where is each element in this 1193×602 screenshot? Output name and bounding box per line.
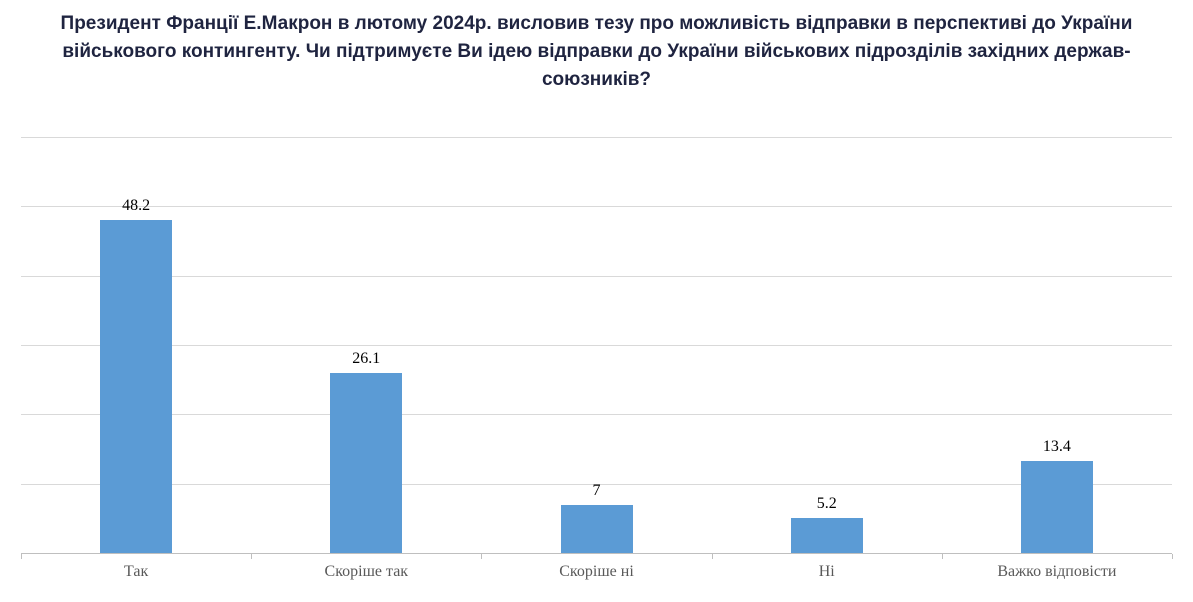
category-label: Ні <box>818 563 835 580</box>
gridline <box>21 345 1172 346</box>
bar <box>100 219 173 554</box>
plot-area: 48.2 26.1 7 5.2 13.4 <box>21 137 1173 559</box>
gridline <box>21 414 1172 416</box>
gridline <box>21 483 1172 485</box>
category-label: Важко відповісти <box>997 563 1117 580</box>
x-axis-tick <box>251 554 253 559</box>
category-label: Скоріше ні <box>559 563 634 580</box>
bar-column: 48.2 <box>21 138 251 554</box>
bar-column: 26.1 <box>251 138 481 554</box>
category-label: Так <box>123 563 149 580</box>
bar <box>790 517 863 554</box>
bar-value-label: 13.4 <box>1042 438 1071 456</box>
category-label: Скоріше так <box>324 563 409 580</box>
bar <box>330 373 403 554</box>
bar-value-label: 26.1 <box>352 350 381 368</box>
bars-container: 48.2 26.1 7 5.2 13.4 <box>21 138 1172 554</box>
bar-value-label: 5.2 <box>816 494 837 512</box>
x-axis-tick <box>481 554 483 559</box>
gridline <box>21 206 1172 208</box>
chart-title: Президент Франції Е.Макрон в лютому 2024… <box>60 13 1133 90</box>
bar-value-label: 7 <box>592 482 601 500</box>
bar-value-label: 48.2 <box>122 196 151 214</box>
x-axis-tick <box>711 554 713 559</box>
bar-column: 13.4 <box>942 138 1172 554</box>
category-labels-row: Так Скоріше так Скоріше ні Ні Важко відповіс… <box>21 554 1172 581</box>
bar-column: 7 <box>481 138 711 554</box>
bar-column: 5.2 <box>712 138 942 554</box>
gridline <box>21 275 1172 277</box>
x-axis-tick <box>21 554 22 559</box>
x-axis-tick <box>941 554 943 559</box>
gridline <box>21 137 1172 138</box>
bar <box>1020 461 1093 554</box>
bar <box>560 505 633 554</box>
x-axis-tick <box>1172 554 1173 559</box>
x-axis-line <box>21 553 1172 554</box>
